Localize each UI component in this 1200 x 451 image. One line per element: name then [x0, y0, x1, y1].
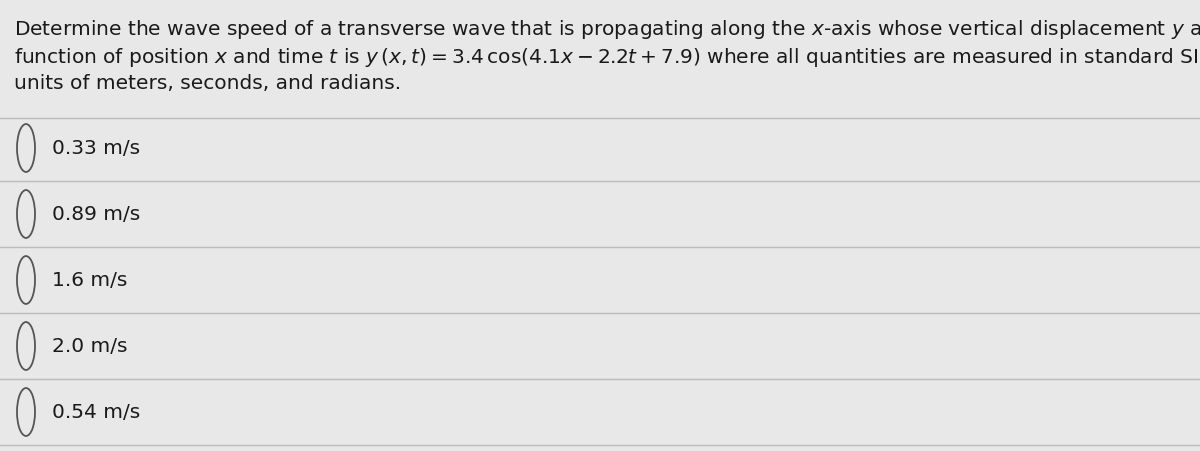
Text: Determine the wave speed of a transverse wave that is propagating along the $x$-: Determine the wave speed of a transverse… [14, 18, 1200, 41]
Text: 2.0 m/s: 2.0 m/s [52, 336, 127, 355]
Text: 0.89 m/s: 0.89 m/s [52, 204, 140, 224]
Text: 0.54 m/s: 0.54 m/s [52, 402, 140, 422]
Text: 0.33 m/s: 0.33 m/s [52, 138, 140, 157]
Text: function of position $x$ and time $t$ is $y\,(x,t) = 3.4\,\mathrm{cos}(4.1x - 2.: function of position $x$ and time $t$ is… [14, 46, 1199, 69]
Text: 1.6 m/s: 1.6 m/s [52, 271, 127, 290]
Text: units of meters, seconds, and radians.: units of meters, seconds, and radians. [14, 74, 401, 93]
